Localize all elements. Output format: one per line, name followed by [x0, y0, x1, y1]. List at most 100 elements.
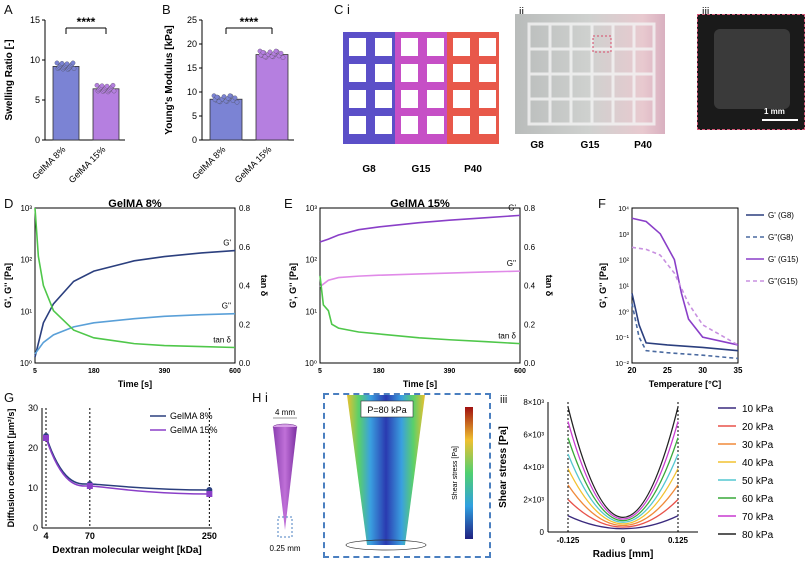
y-tick-label: 4×10³ [523, 463, 544, 472]
legend-label: 20 kPa [742, 422, 774, 433]
series-label: tan δ [498, 332, 516, 341]
x-tick-label: 5 [33, 368, 37, 375]
legend-label: 30 kPa [742, 440, 774, 451]
nozzle-top-label: 4 mm [275, 408, 295, 417]
panel-label-a: A [4, 2, 13, 17]
data-point [278, 50, 284, 56]
svg-text:G8: G8 [530, 140, 544, 151]
data-point [280, 55, 286, 60]
x-tick-label: 20 [628, 366, 637, 375]
legend-label: GelMA 15% [170, 425, 218, 435]
y-tick-label: 10⁻² [615, 361, 629, 368]
panel-label-c: C i [334, 2, 350, 17]
y-tick-label: 25 [187, 15, 197, 25]
y-tick-label: 10⁴ [618, 206, 629, 213]
data-point [43, 435, 49, 441]
legend-label: 50 kPa [742, 476, 774, 487]
y-tick-label: 15 [187, 63, 197, 73]
x-axis-label: Time [s] [403, 379, 437, 389]
y-tick-label: 10¹ [619, 284, 630, 291]
data-point [260, 50, 266, 55]
series-line-0 [34, 249, 236, 358]
x-tick-label: 180 [373, 368, 385, 375]
y-tick-label: 0 [35, 135, 40, 145]
y-tick-label: 10² [20, 256, 32, 265]
series-line-3 [631, 246, 739, 346]
y-axis-label: Diffusion coefficient [µm²/s] [6, 409, 16, 528]
x-tick-label: 5 [318, 368, 322, 375]
data-point [227, 93, 233, 99]
series-line-1 [34, 312, 236, 355]
legend-label: G''(G15) [768, 277, 798, 286]
series-line-2 [631, 217, 739, 346]
data-point [110, 82, 116, 88]
y2-tick-label: 0.2 [524, 320, 536, 329]
plot-frame [319, 207, 521, 364]
panel-label-c3: iii [702, 6, 710, 18]
y2-axis-label: tan δ [544, 275, 554, 297]
series-line-2 [319, 275, 521, 345]
y-tick-label: 10 [187, 87, 197, 97]
label-p40: P40 [464, 164, 482, 175]
y-axis-label: Young's Modulus [kPa] [164, 25, 175, 134]
scale-bar-label: 1 mm [764, 107, 785, 116]
plot-frame [631, 207, 739, 364]
y-tick-label: 10³ [619, 232, 630, 239]
series-line-0 [567, 515, 679, 530]
series-line-0 [319, 214, 521, 243]
panel-label-f: F [598, 196, 606, 211]
series-line-0 [631, 293, 739, 352]
svg-text:G15: G15 [581, 140, 600, 151]
y-tick-label: 5 [35, 95, 40, 105]
panel-c-photo-grid [515, 14, 665, 134]
series-line-1 [319, 270, 521, 288]
y2-tick-label: 0.8 [524, 204, 536, 213]
x-tick-label: GelMA 8% [30, 144, 67, 181]
data-point [206, 491, 213, 497]
legend-label: 40 kPa [742, 458, 774, 469]
bar [92, 88, 120, 141]
panel-c-micrograph: 1 mm [697, 14, 805, 130]
panel-label-d: D [4, 196, 14, 211]
data-point [59, 61, 65, 66]
data-point [86, 483, 93, 489]
data-point [216, 99, 222, 104]
legend-label: 10 kPa [742, 404, 774, 415]
x-tick-label: 4 [43, 531, 48, 541]
y-tick-label: 10³ [305, 204, 317, 213]
y-tick-label: 10⁰ [305, 359, 317, 368]
x-tick-label: 35 [734, 366, 743, 375]
y-tick-label: 20 [187, 39, 197, 49]
x-axis-label: Radius [mm] [593, 549, 654, 560]
data-point [71, 66, 77, 71]
x-axis-label: Dextran molecular weight [kDa] [52, 545, 201, 556]
series-label: G'' [507, 259, 517, 268]
y-tick-label: 10² [619, 258, 630, 265]
y2-tick-label: 0.0 [524, 359, 536, 368]
y2-tick-label: 0.6 [239, 243, 251, 252]
data-point [54, 60, 60, 66]
panel-c-photo-labels: G8 G15 P40 [530, 140, 652, 151]
series-line-1 [45, 437, 210, 495]
x-tick-label: -0.125 [557, 536, 580, 545]
bar [52, 66, 80, 141]
panel-label-g: G [4, 390, 15, 405]
label-g15: G15 [412, 164, 431, 175]
x-tick-label: 30 [698, 366, 707, 375]
y-tick-label: 0 [192, 135, 197, 145]
x-tick-label: 180 [88, 368, 100, 375]
plot-frame [34, 207, 236, 364]
data-point [273, 48, 279, 54]
y-tick-label: 8×10³ [523, 398, 544, 407]
series-line-7 [567, 406, 679, 518]
data-point [262, 54, 268, 60]
x-tick-label: 600 [229, 368, 241, 375]
data-point [214, 94, 220, 100]
y-tick-label: 30 [28, 403, 38, 413]
y-tick-label: 15 [30, 15, 40, 25]
x-tick-label: 250 [202, 531, 217, 541]
y-axis-label: G', G'' [Pa] [288, 263, 298, 308]
y-tick-label: 10⁻¹ [615, 335, 629, 342]
series-label: G' [508, 203, 516, 212]
